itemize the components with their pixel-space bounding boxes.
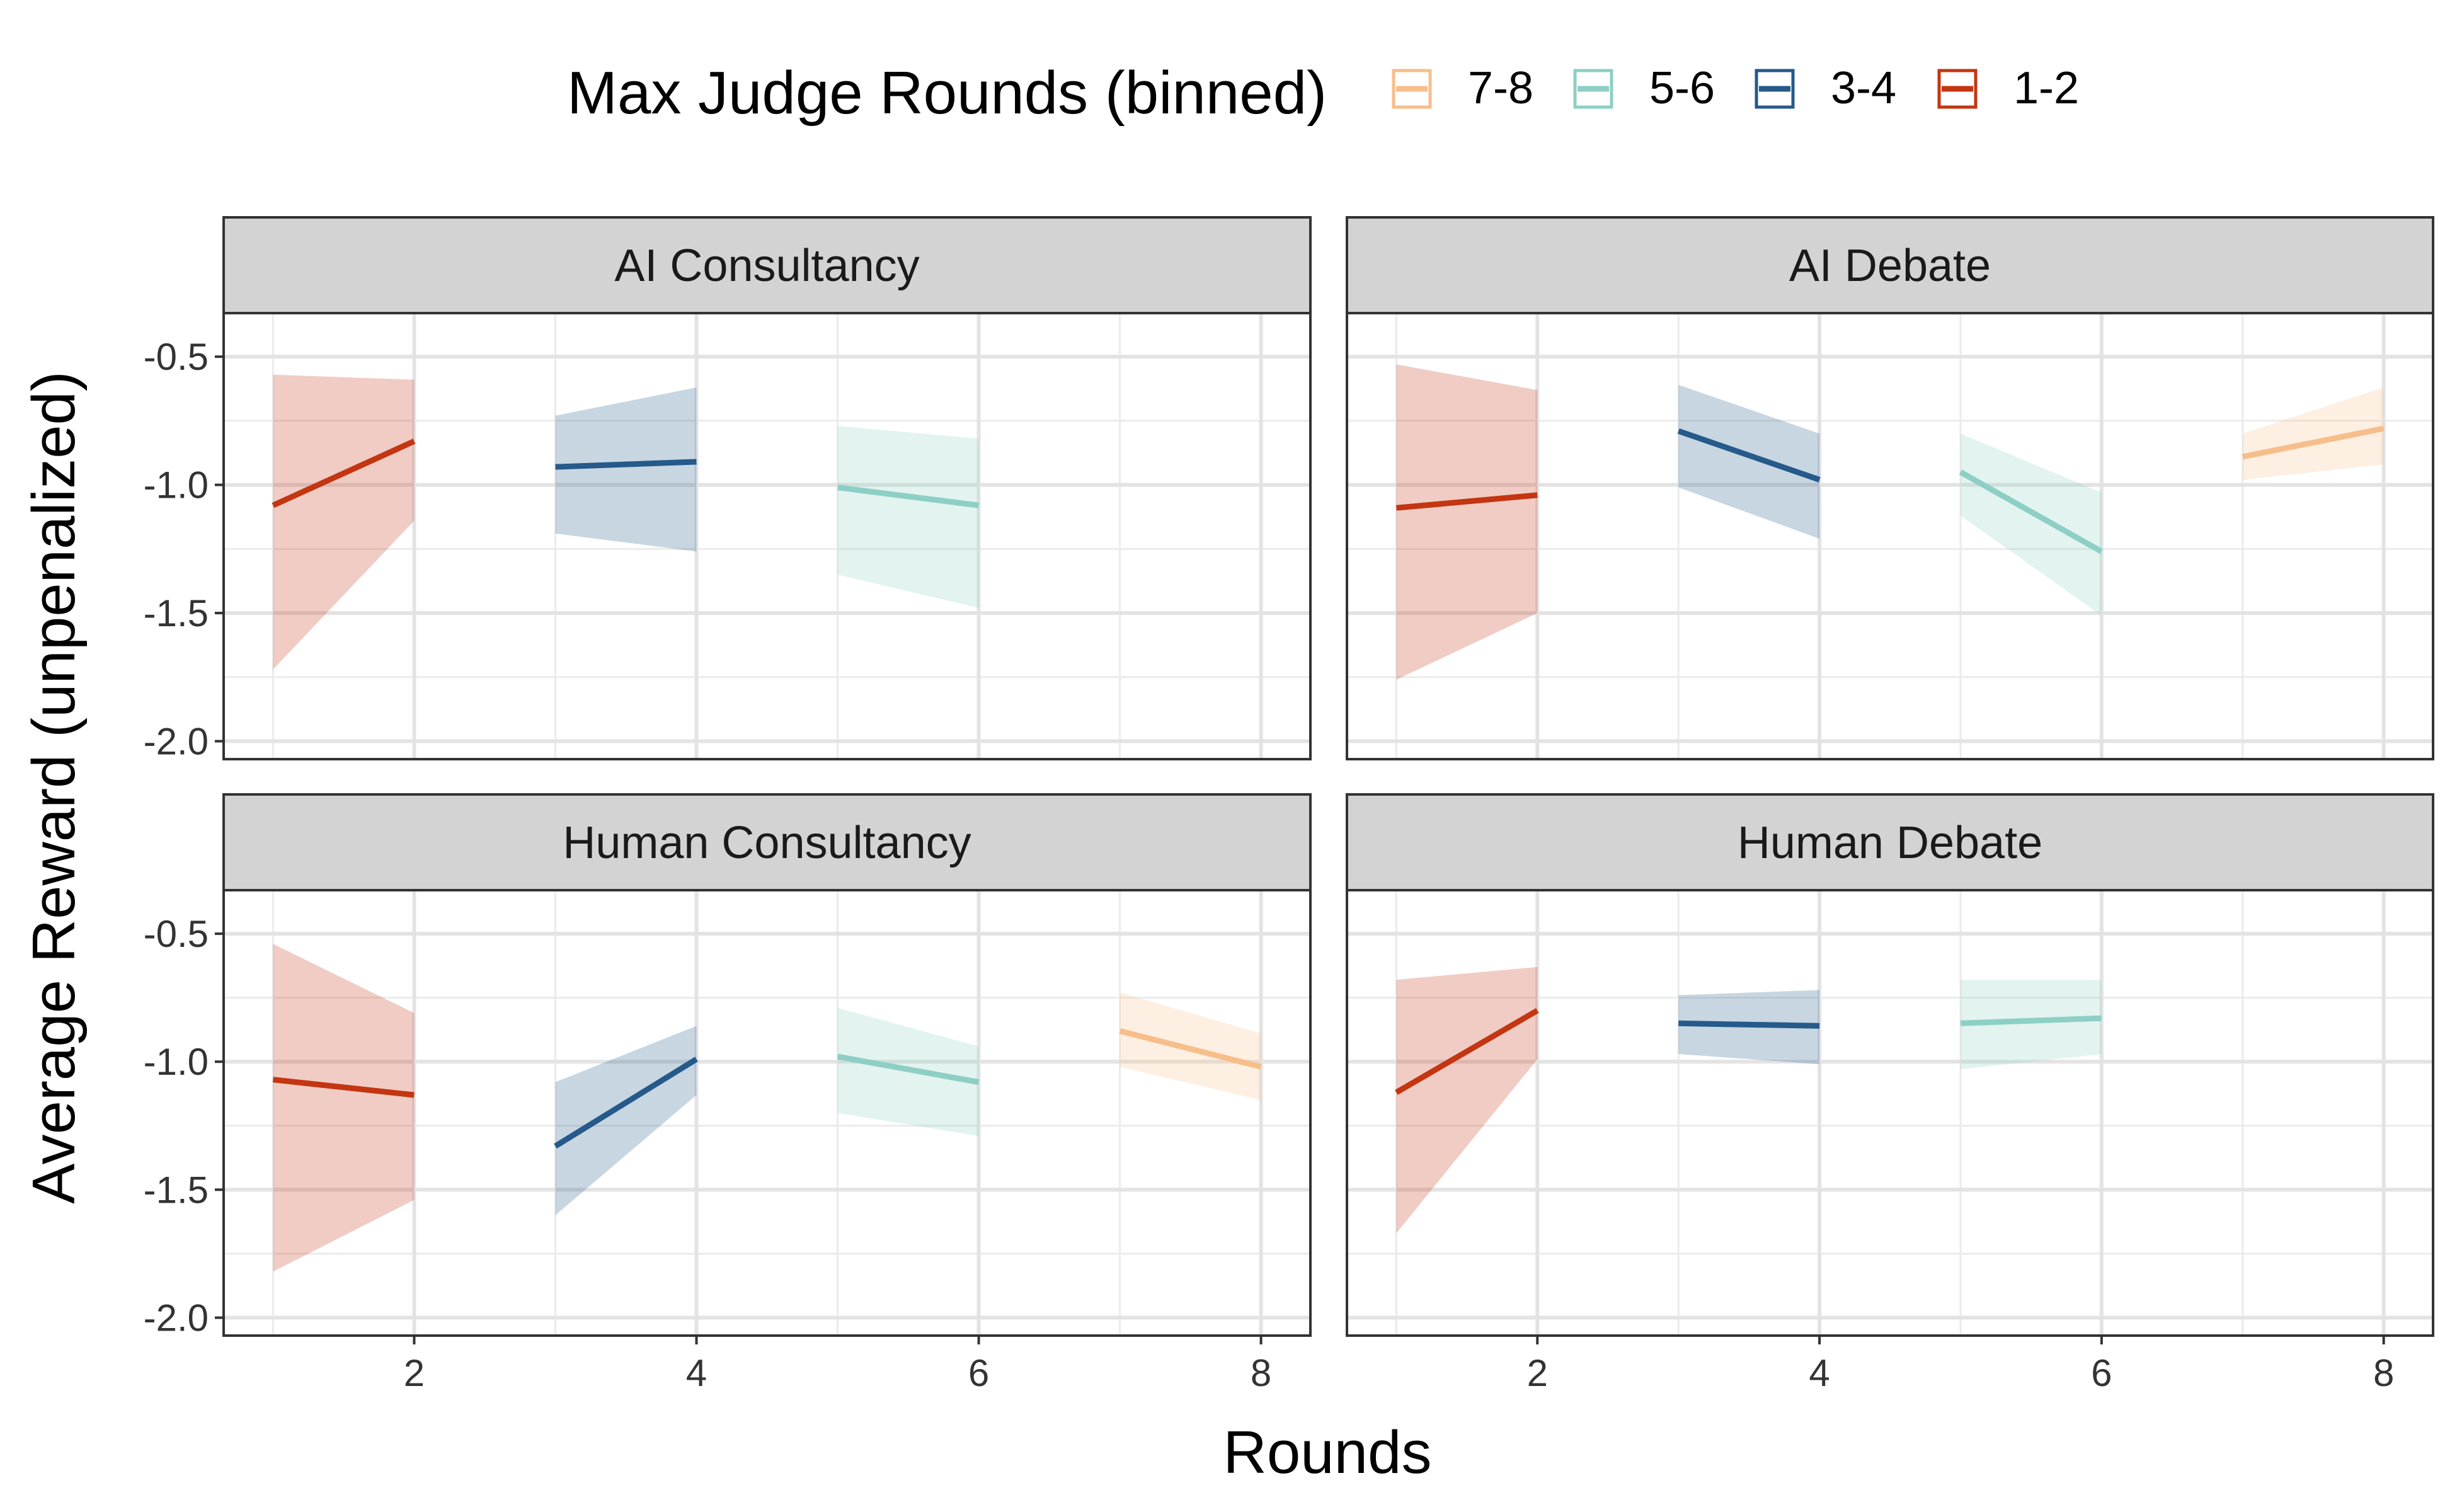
facet-human-consultancy: Human Consultancy -0.5 -1.0 -1.5 -2.0 2 4 6 8 (144, 793, 1312, 1394)
ribbon-3-4 (555, 387, 697, 552)
panel-border (222, 312, 1312, 760)
facet-ai-consultancy: AI Consultancy -0.5 -1.0 -1.5 -2.0 (144, 216, 1312, 763)
y-tick-label: -0.5 (144, 913, 209, 955)
facet-ai-debate: AI Debate (1346, 216, 2434, 760)
ribbon-5-6 (1960, 980, 2102, 1070)
ribbon-5-6 (1960, 433, 2102, 616)
series-line-5-6 (837, 1053, 980, 1085)
y-tick-label: -1.5 (144, 1169, 209, 1211)
panel-border (222, 889, 1312, 1337)
y-tick-label: -1.0 (144, 1041, 209, 1083)
facet-strip (222, 216, 1312, 314)
facet-strip (1346, 216, 2434, 314)
facet-human-debate: Human Debate 2 4 6 8 (1346, 793, 2434, 1394)
series-line-3-4 (1677, 428, 1821, 483)
legend: Max Judge Rounds (binned) 7-8 5-6 3-4 1-2 (567, 59, 2079, 127)
series-line-3-4 (1678, 1020, 1820, 1029)
legend-label-1-2: 1-2 (2013, 63, 2079, 113)
ribbon-1-2 (1396, 364, 1538, 680)
x-tick-label: 6 (2091, 1352, 2112, 1394)
y-tick-label: -0.5 (144, 336, 209, 378)
y-tick-label: -1.0 (144, 464, 209, 507)
series-line-1-2 (272, 438, 416, 508)
facet-title-human-consultancy: Human Consultancy (563, 818, 971, 868)
panel-background (1347, 890, 2433, 1336)
series-line-7-8 (2242, 425, 2385, 460)
y-axis-title: Average Reward (unpenalized) (20, 371, 88, 1204)
ribbon-7-8 (2242, 387, 2384, 480)
facet-title-human-debate: Human Debate (1738, 818, 2042, 868)
legend-label-3-4: 3-4 (1831, 63, 1896, 113)
facet-title-ai-consultancy: AI Consultancy (614, 241, 919, 291)
panel-background (224, 890, 1310, 1336)
facets: AI Consultancy -0.5 -1.0 -1.5 -2.0 AI Debate H… (144, 216, 2434, 1394)
series-line-5-6 (1959, 469, 2104, 554)
x-tick-label: 6 (968, 1352, 989, 1394)
panel-border (1346, 312, 2434, 760)
panel-background (1347, 313, 2433, 759)
ribbon-1-2 (273, 944, 415, 1272)
x-tick-label: 2 (1527, 1352, 1548, 1394)
x-tick-label: 8 (2373, 1352, 2394, 1394)
x-axis-title: Rounds (1223, 1419, 1432, 1486)
ribbon-5-6 (837, 426, 979, 608)
legend-label-5-6: 5-6 (1649, 63, 1715, 113)
legend-title: Max Judge Rounds (binned) (567, 59, 1327, 127)
legend-items: 7-8 5-6 3-4 1-2 (1392, 63, 2079, 113)
series-line-3-4 (555, 459, 697, 470)
series-line-1-2 (1395, 492, 1538, 511)
series-line-3-4 (554, 1057, 698, 1149)
ribbon-3-4 (1678, 384, 1820, 539)
x-tick-label: 4 (686, 1352, 707, 1394)
panel-border (1346, 889, 2434, 1337)
panel-background (224, 313, 1310, 759)
x-tick-label: 8 (1251, 1352, 1271, 1394)
facet-strip (222, 793, 1312, 891)
x-tick-label: 2 (404, 1352, 425, 1394)
legend-label-7-8: 7-8 (1468, 63, 1533, 113)
y-tick-label: -2.0 (144, 721, 209, 763)
facet-title-ai-debate: AI Debate (1789, 241, 1991, 291)
series-line-5-6 (837, 484, 980, 508)
x-tick-label: 4 (1809, 1352, 1830, 1394)
series-line-5-6 (1960, 1015, 2102, 1026)
series-line-7-8 (1119, 1028, 1262, 1070)
ribbon-3-4 (555, 1026, 697, 1215)
series-line-1-2 (272, 1077, 415, 1098)
y-tick-label: -2.0 (144, 1297, 209, 1339)
y-tick-label: -1.5 (144, 592, 209, 634)
series-line-1-2 (1395, 1008, 1539, 1095)
facet-strip (1346, 793, 2434, 891)
ribbon-1-2 (273, 374, 415, 670)
